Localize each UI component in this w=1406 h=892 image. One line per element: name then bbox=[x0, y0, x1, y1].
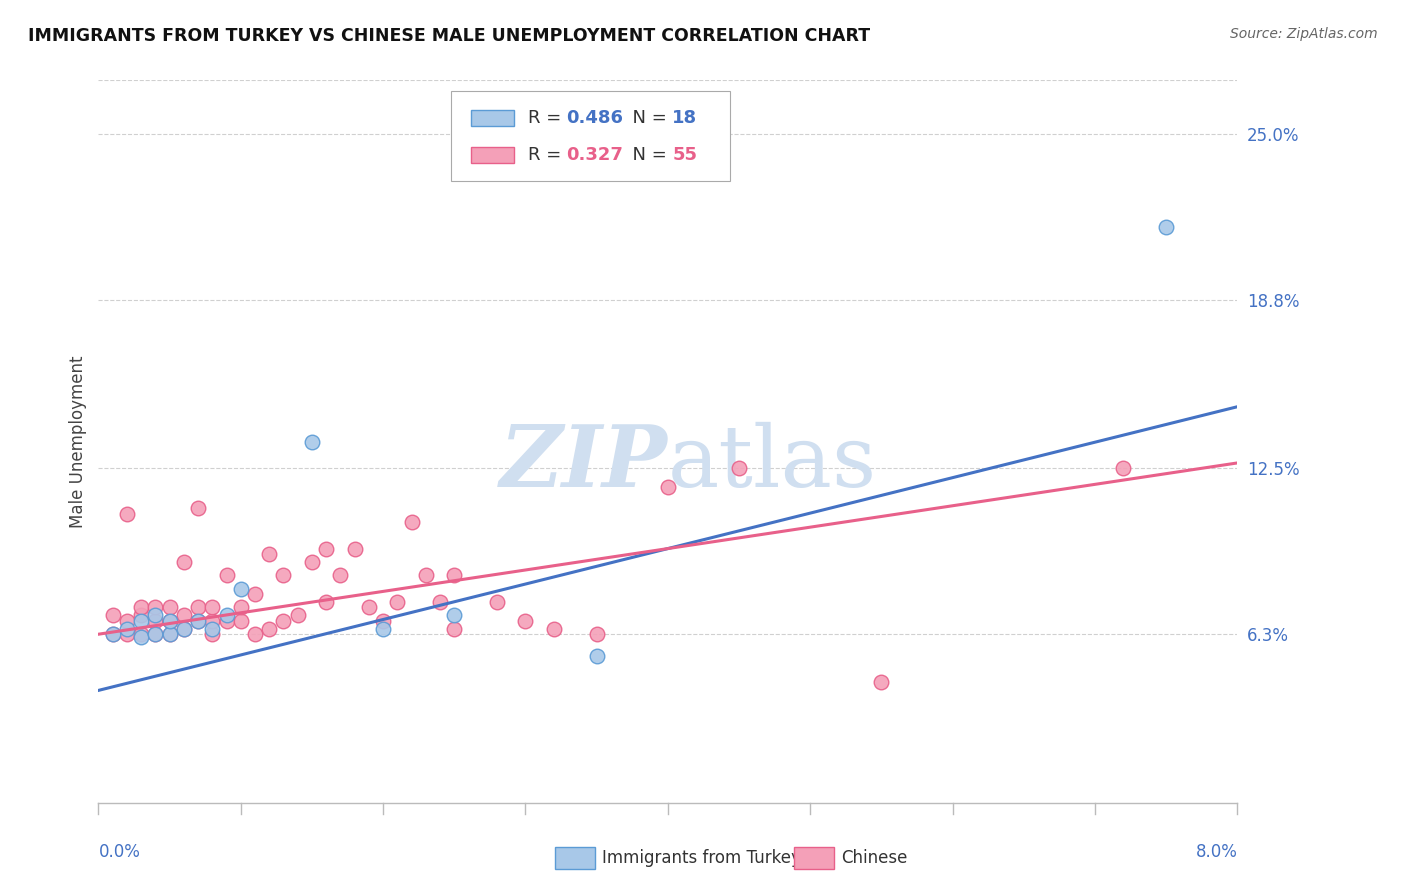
Point bbox=[201, 627, 224, 641]
Point bbox=[371, 622, 394, 636]
Text: N =: N = bbox=[621, 109, 672, 127]
FancyBboxPatch shape bbox=[471, 110, 515, 126]
Point bbox=[301, 434, 323, 449]
FancyBboxPatch shape bbox=[471, 146, 515, 162]
Point bbox=[145, 600, 167, 615]
Point bbox=[301, 555, 323, 569]
Point bbox=[657, 480, 679, 494]
Point bbox=[159, 627, 181, 641]
Point bbox=[229, 614, 252, 628]
Point bbox=[443, 608, 465, 623]
Point bbox=[443, 568, 465, 582]
Point bbox=[129, 608, 152, 623]
Point bbox=[201, 622, 224, 636]
Point bbox=[229, 600, 252, 615]
Point bbox=[585, 627, 607, 641]
Text: 0.0%: 0.0% bbox=[98, 843, 141, 861]
Point bbox=[173, 622, 195, 636]
Point bbox=[315, 595, 337, 609]
Point bbox=[159, 614, 181, 628]
Point bbox=[515, 614, 537, 628]
Point bbox=[357, 600, 380, 615]
Point bbox=[115, 507, 138, 521]
Text: 55: 55 bbox=[672, 145, 697, 163]
Point bbox=[585, 648, 607, 663]
Point bbox=[429, 595, 451, 609]
Point bbox=[243, 587, 266, 601]
Point bbox=[543, 622, 565, 636]
Point bbox=[415, 568, 437, 582]
Point bbox=[129, 627, 152, 641]
Text: 18: 18 bbox=[672, 109, 697, 127]
Point bbox=[129, 614, 152, 628]
Text: Chinese: Chinese bbox=[841, 849, 907, 867]
Text: 8.0%: 8.0% bbox=[1195, 843, 1237, 861]
Text: N =: N = bbox=[621, 145, 672, 163]
Point bbox=[329, 568, 352, 582]
Point bbox=[173, 622, 195, 636]
Point bbox=[259, 547, 281, 561]
Point bbox=[145, 627, 167, 641]
Point bbox=[343, 541, 366, 556]
Point bbox=[145, 627, 167, 641]
Point bbox=[387, 595, 409, 609]
Point bbox=[1112, 461, 1135, 475]
Point bbox=[201, 600, 224, 615]
Point bbox=[115, 622, 138, 636]
Text: Source: ZipAtlas.com: Source: ZipAtlas.com bbox=[1230, 27, 1378, 41]
Point bbox=[159, 600, 181, 615]
Point bbox=[315, 541, 337, 556]
Point bbox=[145, 608, 167, 623]
Text: Immigrants from Turkey: Immigrants from Turkey bbox=[602, 849, 800, 867]
Point bbox=[115, 627, 138, 641]
Point bbox=[728, 461, 751, 475]
Point bbox=[115, 614, 138, 628]
Point bbox=[173, 608, 195, 623]
Text: ZIP: ZIP bbox=[501, 421, 668, 505]
Point bbox=[101, 627, 124, 641]
Text: atlas: atlas bbox=[668, 422, 877, 505]
Point bbox=[145, 614, 167, 628]
Point bbox=[173, 555, 195, 569]
Y-axis label: Male Unemployment: Male Unemployment bbox=[69, 355, 87, 528]
Point bbox=[1154, 220, 1177, 235]
Point bbox=[229, 582, 252, 596]
Text: IMMIGRANTS FROM TURKEY VS CHINESE MALE UNEMPLOYMENT CORRELATION CHART: IMMIGRANTS FROM TURKEY VS CHINESE MALE U… bbox=[28, 27, 870, 45]
Point bbox=[371, 614, 394, 628]
Point bbox=[443, 622, 465, 636]
Point bbox=[215, 614, 238, 628]
Point bbox=[401, 515, 423, 529]
Point bbox=[215, 608, 238, 623]
Point bbox=[273, 614, 295, 628]
Point bbox=[187, 614, 209, 628]
Point bbox=[273, 568, 295, 582]
Point bbox=[187, 614, 209, 628]
Point bbox=[259, 622, 281, 636]
FancyBboxPatch shape bbox=[451, 91, 731, 181]
Point bbox=[287, 608, 309, 623]
Point bbox=[486, 595, 509, 609]
Point bbox=[159, 614, 181, 628]
Point bbox=[159, 627, 181, 641]
Point bbox=[870, 675, 893, 690]
Point bbox=[215, 568, 238, 582]
Point bbox=[129, 600, 152, 615]
Point bbox=[101, 608, 124, 623]
Point bbox=[243, 627, 266, 641]
Point bbox=[187, 501, 209, 516]
Point bbox=[101, 627, 124, 641]
Text: 0.327: 0.327 bbox=[567, 145, 623, 163]
Text: R =: R = bbox=[527, 109, 567, 127]
Point bbox=[187, 600, 209, 615]
Text: 0.486: 0.486 bbox=[567, 109, 623, 127]
Text: R =: R = bbox=[527, 145, 567, 163]
Point bbox=[129, 630, 152, 644]
Point bbox=[201, 614, 224, 628]
